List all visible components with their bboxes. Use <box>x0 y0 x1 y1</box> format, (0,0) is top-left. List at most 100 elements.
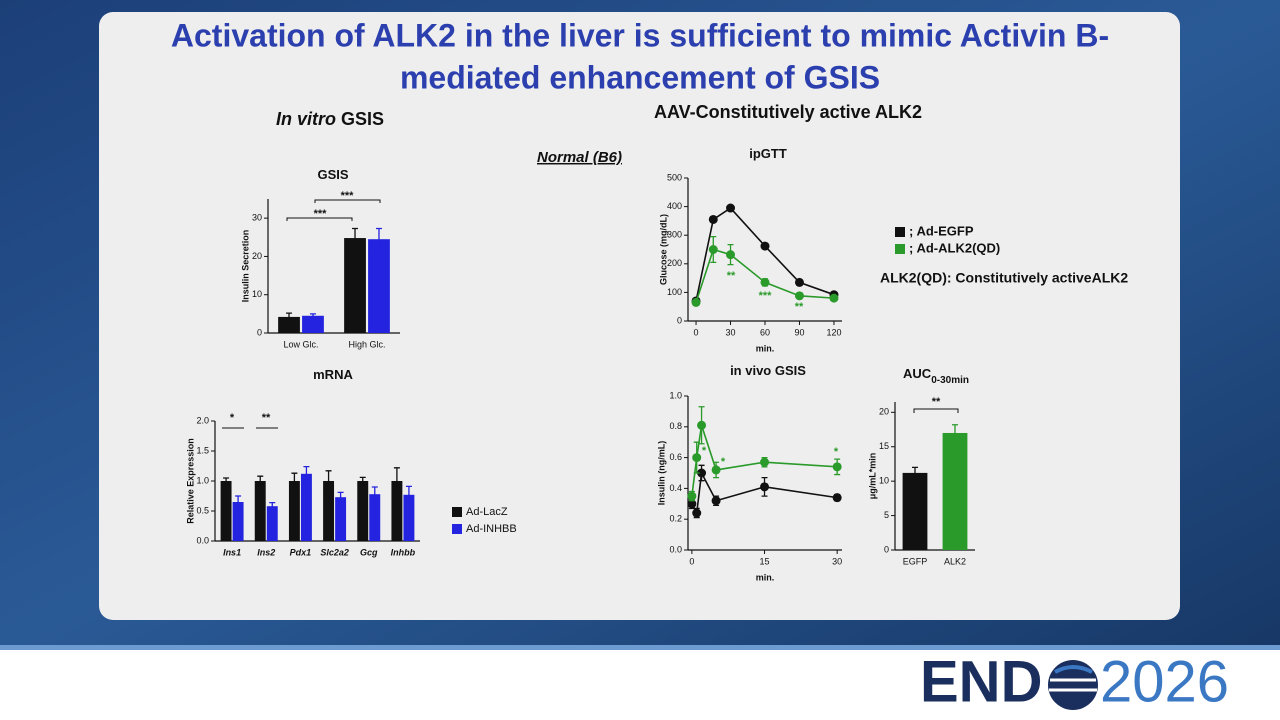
legend-label: Ad-LacZ <box>466 506 508 518</box>
y-tick-label: 2.0 <box>196 415 209 425</box>
legend-swatch <box>452 507 462 517</box>
bar <box>302 315 324 333</box>
point <box>692 508 702 518</box>
legend-label: Ad-INHBB <box>466 523 517 535</box>
y-tick-label: 0.5 <box>196 505 209 515</box>
group-label: Normal (B6) <box>537 149 622 166</box>
legend-swatch <box>895 244 905 254</box>
error-bar <box>352 227 359 249</box>
bracket <box>314 199 381 203</box>
y-axis-label: Insulin Secretion <box>240 230 250 303</box>
chart-title: GSIS <box>317 167 348 182</box>
annotation: * <box>230 412 235 424</box>
point <box>794 277 804 287</box>
line <box>691 425 838 497</box>
bar <box>266 506 278 541</box>
slide-title: mediated enhancement of GSIS <box>400 59 880 95</box>
y-tick-label: 1.0 <box>669 390 682 400</box>
x-tick-label: Low Glc. <box>283 339 318 349</box>
y-tick-label: 0.0 <box>196 535 209 545</box>
chart-title-text: ipGTT <box>749 146 787 161</box>
chart: in vivo GSIS Insulin (ng/mL) 0.0 0.2 0.4 0.6 0… <box>656 363 842 582</box>
annotation: *** <box>341 190 355 202</box>
point <box>726 203 736 213</box>
chart-title-text: mRNA <box>313 367 353 382</box>
point <box>708 214 718 224</box>
error-bar <box>303 465 310 482</box>
point <box>708 245 718 254</box>
bar <box>278 316 300 333</box>
point <box>829 293 839 303</box>
logo-globe <box>1048 660 1098 710</box>
point <box>697 420 707 430</box>
y-tick-label: 300 <box>667 230 682 240</box>
bar <box>288 481 300 541</box>
bar <box>254 481 266 541</box>
bar <box>902 472 928 550</box>
y-tick-label: 5 <box>884 510 889 520</box>
error-bar <box>286 312 293 322</box>
bar <box>300 473 312 541</box>
point <box>760 241 770 251</box>
error-bar <box>375 227 382 251</box>
x-tick-label: 90 <box>794 327 804 337</box>
bar <box>220 481 232 541</box>
point <box>760 457 770 467</box>
y-tick-label: 1.5 <box>196 445 209 455</box>
chart-title-sub: 0-30min <box>931 375 969 386</box>
x-tick-label: Ins1 <box>223 547 241 557</box>
point <box>687 491 697 501</box>
annotation: * <box>834 446 839 458</box>
x-axis-label: min. <box>756 343 775 353</box>
bracket <box>913 408 959 413</box>
legend-label: ; Ad-ALK2(QD) <box>909 240 1000 255</box>
point <box>832 462 842 472</box>
error-bar <box>325 470 332 492</box>
error-bar <box>257 475 264 487</box>
section-heading: AAV-Constitutively active ALK2 <box>654 102 922 122</box>
x-tick-label: EGFP <box>903 556 928 566</box>
error-bar <box>405 485 412 504</box>
y-tick-label: 0.4 <box>669 483 682 493</box>
chart: mRNA Relative Expression 0.0 0.5 1.0 1.5 2.0 In… <box>185 367 516 557</box>
y-tick-label: 20 <box>879 407 889 417</box>
point <box>832 493 842 503</box>
annotation: *** <box>314 208 328 220</box>
chart-title: in vivo GSIS <box>730 363 806 378</box>
chart-title-text: GSIS <box>317 167 348 182</box>
y-tick-label: 0.6 <box>669 452 682 462</box>
error-bar <box>952 424 958 442</box>
bar <box>344 238 366 333</box>
x-tick-label: Gcg <box>360 547 378 557</box>
x-tick-label: 60 <box>760 327 770 337</box>
line <box>695 206 835 302</box>
x-tick-label: 30 <box>726 327 736 337</box>
y-tick-label: 0 <box>677 315 682 325</box>
bar <box>357 481 369 541</box>
y-tick-label: 200 <box>667 258 682 268</box>
annotation: ** <box>795 301 804 313</box>
bar <box>368 239 390 333</box>
legend-swatch <box>895 227 905 237</box>
point <box>726 250 736 260</box>
error-bar <box>291 472 298 490</box>
error-bar <box>371 486 378 503</box>
error-bar <box>337 491 344 503</box>
y-tick-label: 0.8 <box>669 421 682 431</box>
heading-text: GSIS <box>341 109 384 129</box>
y-tick-label: 0 <box>257 327 262 337</box>
y-tick-label: 10 <box>252 289 262 299</box>
y-tick-label: 100 <box>667 287 682 297</box>
y-tick-label: 15 <box>879 441 889 451</box>
point <box>687 499 697 509</box>
point <box>760 277 770 287</box>
charts: GSIS Insulin Secretion 0 10 20 30 Low Glc. High… <box>185 146 1000 582</box>
legend-label: ; Ad-EGFP <box>909 223 974 238</box>
x-tick-label: 30 <box>832 556 842 566</box>
y-tick-label: 500 <box>667 172 682 182</box>
error-bar <box>235 495 242 509</box>
annotation: *** <box>759 290 773 302</box>
point <box>711 465 721 475</box>
legend-swatch <box>452 524 462 534</box>
